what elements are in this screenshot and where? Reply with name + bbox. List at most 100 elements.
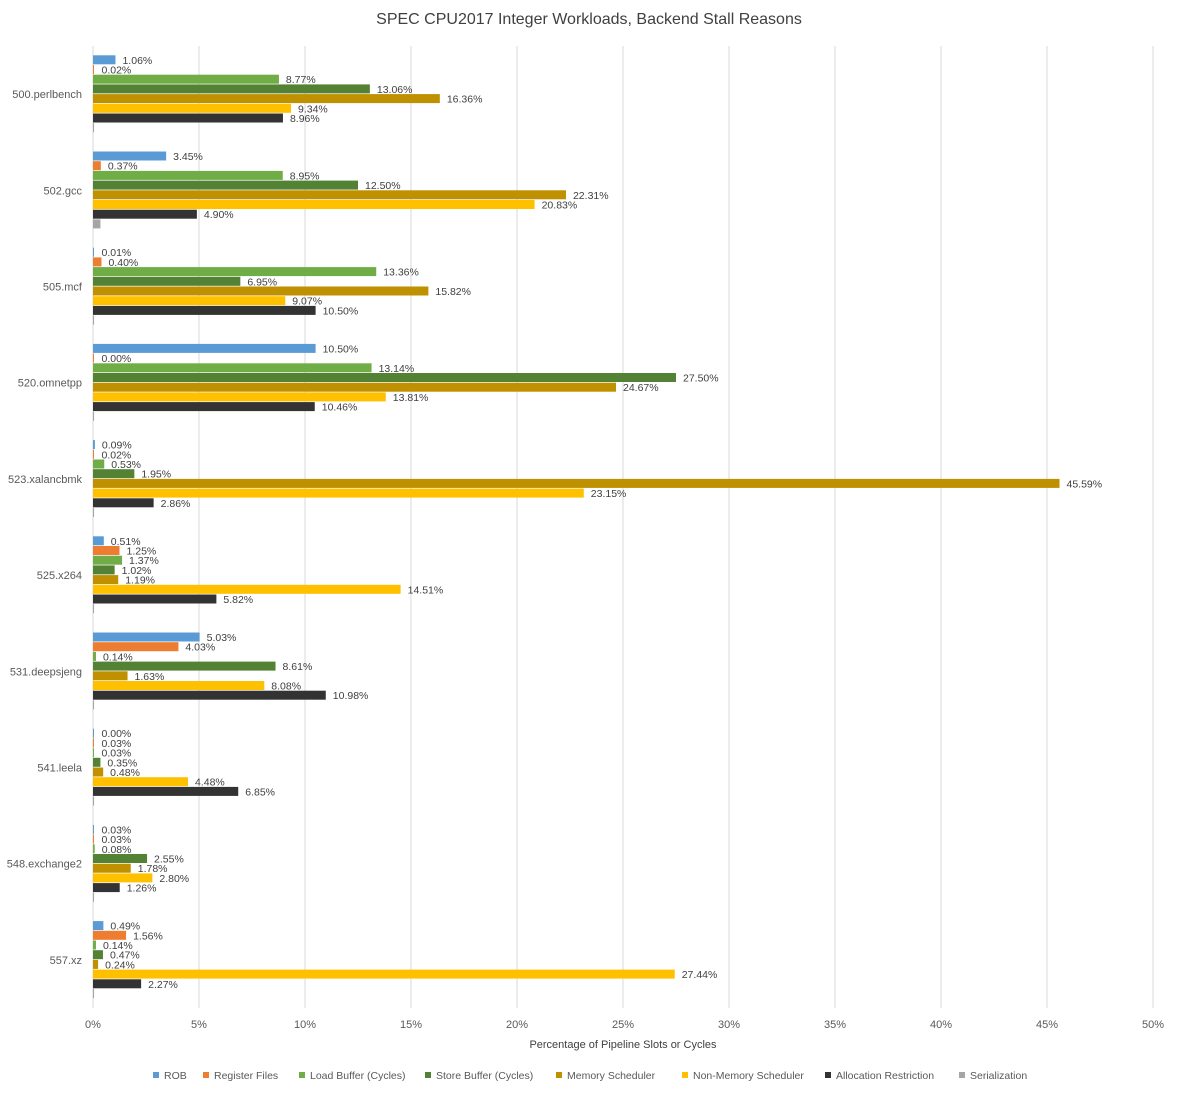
bar [93,498,154,508]
data-label: 6.85% [245,786,275,798]
legend-label: Store Buffer (Cycles) [436,1070,533,1082]
data-label: 8.08% [271,681,301,693]
x-tick-label: 20% [506,1019,528,1031]
data-label: 0.03% [102,834,132,846]
legend-swatch [682,1072,688,1078]
bar [93,969,675,979]
data-label: 0.51% [111,536,141,548]
bar [93,305,316,315]
data-label: 12.50% [365,180,401,192]
data-label: 8.77% [286,74,316,86]
bar [93,604,95,614]
bar [93,209,197,219]
bar [93,940,96,950]
data-label: 0.09% [102,440,132,452]
bar [93,575,119,585]
bar [93,930,127,940]
legend: ROB Register Files Load Buffer (Cycles) Sto… [153,1070,1027,1082]
category-label: 500.perlbench [12,89,82,101]
data-label: 8.61% [283,661,313,673]
legend-label: ROB [164,1070,187,1082]
bar [93,151,167,161]
category-label: 541.leela [37,763,83,775]
x-tick-label: 5% [191,1019,207,1031]
data-label: 0.48% [110,767,140,779]
bar [93,219,101,229]
data-label: 1.78% [138,863,168,875]
bar [93,113,283,123]
data-label: 0.01% [102,247,132,259]
bar [93,844,95,854]
data-label: 0.35% [107,757,137,769]
data-label: 20.83% [542,200,578,212]
data-label: 13.14% [379,363,415,375]
category-label: 557.xz [50,955,82,967]
data-label: 1.02% [122,565,152,577]
data-label: 0.47% [110,950,140,962]
x-tick-label: 50% [1142,1019,1164,1031]
bar [93,565,115,575]
bar [93,161,101,171]
bar [93,796,95,806]
legend-swatch [959,1072,965,1078]
data-label: 0.14% [103,940,133,952]
data-label: 1.06% [122,55,152,67]
data-label: 9.34% [298,103,328,115]
bar [93,508,95,517]
bar [93,488,584,498]
legend-label: Register Files [214,1070,278,1082]
bar [93,170,283,180]
bar [93,315,95,325]
legend-label: Allocation Restriction [836,1070,934,1082]
legend-swatch [299,1072,305,1078]
category-label: 523.xalancbmk [8,474,82,486]
bar [93,373,676,382]
data-label: 1.19% [125,575,155,587]
data-label: 9.07% [292,296,322,308]
data-label: 0.03% [102,824,132,836]
bar [93,690,326,700]
data-label: 0.53% [111,459,141,471]
data-label: 5.82% [223,594,253,606]
bar [93,247,94,257]
bar [93,65,94,74]
legend-label: Load Buffer (Cycles) [310,1070,406,1082]
bar [93,469,135,479]
bar [93,286,429,296]
bar [93,959,99,969]
legend-label: Serialization [970,1070,1027,1082]
bar [93,392,386,402]
data-label: 13.06% [377,84,413,96]
data-label: 13.36% [383,267,419,279]
data-label: 1.37% [129,555,159,567]
bar [93,728,94,738]
data-label: 8.96% [290,113,320,125]
bar [93,777,188,787]
data-label: 0.37% [108,161,138,173]
data-label: 1.56% [133,930,163,942]
bar [93,873,153,883]
data-label: 2.80% [159,873,189,885]
bar [93,671,128,681]
data-label: 1.26% [127,883,157,895]
data-label: 0.00% [102,728,132,740]
bar [93,748,94,758]
bar [93,824,94,834]
chart-title: SPEC CPU2017 Integer Workloads, Backend … [376,11,802,28]
data-label: 10.98% [333,690,369,702]
data-label: 0.02% [102,449,132,461]
bar [93,343,316,353]
category-label: 502.gcc [43,185,82,197]
bar [93,296,286,306]
bar [93,681,265,690]
bar [93,700,95,710]
bar [93,84,370,94]
legend-label: Non-Memory Scheduler [693,1070,804,1082]
bar [93,449,94,459]
x-tick-label: 40% [930,1019,952,1031]
data-label: 0.40% [108,257,138,269]
bar [93,478,1060,488]
category-label: 531.deepsjeng [10,666,82,678]
data-label: 10.50% [323,305,359,317]
